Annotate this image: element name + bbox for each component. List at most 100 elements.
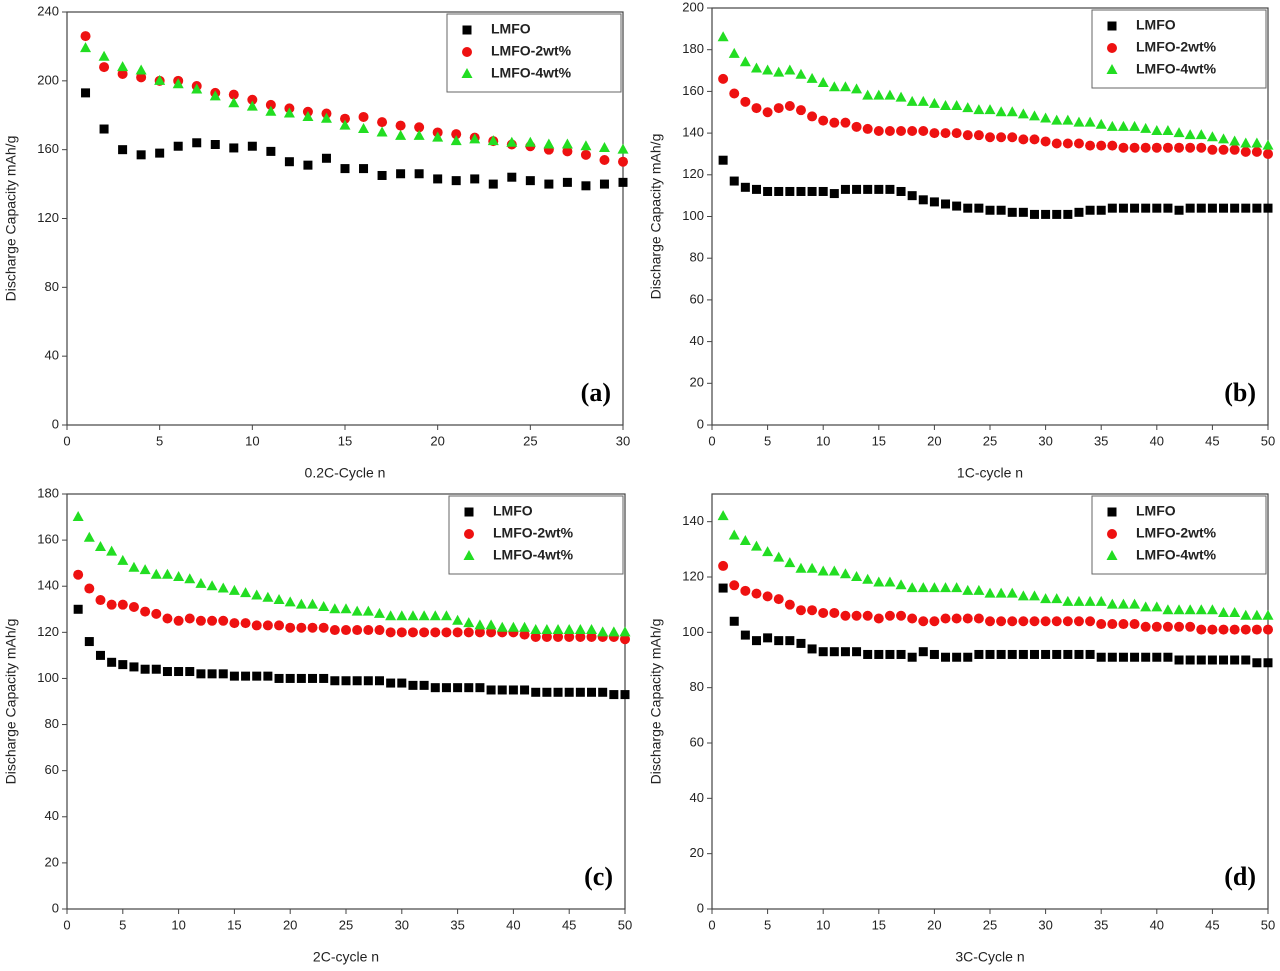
marker [207,615,218,626]
x-tick-label: 20 [927,433,941,448]
legend-label: LMFO [1136,503,1176,519]
marker [1152,203,1162,213]
marker [107,657,117,667]
marker [862,573,874,584]
marker [763,633,773,643]
marker [599,154,610,165]
x-tick-label: 20 [283,917,297,932]
marker [487,135,499,146]
marker [874,649,884,659]
marker [296,673,306,683]
marker [151,664,161,674]
marker [773,66,785,77]
y-axis-label: Discharge Capacity mAh/g [3,136,19,302]
marker [1162,621,1173,632]
marker [1218,624,1229,635]
marker [784,64,796,75]
marker [807,111,818,122]
marker [1151,601,1163,612]
marker [303,160,313,170]
marker [80,31,91,42]
x-tick-label: 50 [1261,433,1275,448]
marker [728,529,740,540]
marker [274,673,284,683]
marker [1240,146,1251,157]
marker [620,690,630,700]
panel: 0 5 10 15 20 25 30 35 40 45 50 0 20 40 60 80 100 120 140 16… [3,485,633,964]
marker [340,603,352,614]
marker [962,130,973,141]
marker [1051,114,1063,125]
marker [1229,135,1241,146]
y-tick-label: 20 [690,375,704,390]
y-tick-label: 0 [52,416,59,431]
panel-label: (c) [584,862,613,891]
marker [273,594,285,605]
marker [817,565,829,576]
marker [1185,203,1195,213]
y-tick-label: 120 [682,568,704,583]
x-tick-label: 15 [227,917,241,932]
marker [995,106,1007,117]
marker [1240,609,1252,620]
marker [963,203,973,213]
panel: 0 5 10 15 20 25 30 35 40 45 50 0 20 40 60 80 100 120 140 3C… [648,493,1275,965]
legend-label: LMFO-2wt% [1136,39,1217,55]
marker [340,113,350,124]
marker [150,568,162,579]
marker [785,636,795,646]
marker [1230,655,1240,665]
marker [862,123,873,134]
marker [974,203,984,213]
marker [1129,142,1140,153]
marker [302,110,314,121]
marker [117,68,128,79]
marker [413,129,425,140]
marker [407,627,418,638]
marker [73,604,83,614]
y-axis-label: Discharge Capacity mAh/g [3,619,19,785]
marker [617,143,629,154]
marker [940,99,952,110]
marker [918,647,928,657]
marker [1262,609,1274,620]
marker [1252,658,1262,668]
marker [1219,655,1229,665]
marker [541,624,553,635]
y-tick-label: 200 [37,72,59,87]
marker [396,610,408,621]
marker [984,104,996,115]
marker [195,615,206,626]
marker [740,630,750,640]
y-tick-label: 0 [697,900,704,915]
marker [996,205,1006,215]
marker [796,186,806,196]
marker [1107,652,1117,662]
marker [240,587,252,598]
marker [486,685,496,695]
marker [106,599,117,610]
marker [564,687,574,697]
marker [530,624,542,635]
marker [1007,649,1017,659]
marker [1118,652,1128,662]
x-tick-label: 35 [1094,917,1108,932]
marker [419,680,429,690]
marker [1195,604,1207,615]
marker [581,181,591,191]
marker [1196,655,1206,665]
marker [762,546,774,557]
marker [973,104,985,115]
marker [1251,137,1263,148]
marker [1196,624,1207,635]
marker [996,132,1007,143]
marker [544,179,554,189]
marker [1173,604,1185,615]
marker [475,683,485,693]
marker [1096,140,1107,151]
marker [828,81,840,92]
y-tick-label: 120 [37,624,59,639]
marker [1018,649,1028,659]
marker [973,584,985,595]
x-tick-label: 10 [171,917,185,932]
